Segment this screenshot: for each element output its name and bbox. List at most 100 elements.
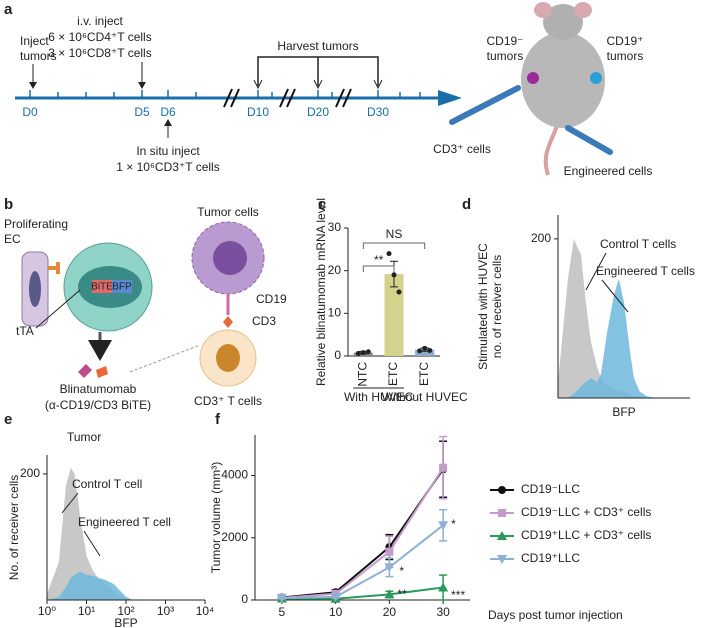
marker bbox=[439, 463, 448, 472]
label: CD3⁺ cells bbox=[433, 142, 491, 156]
marker bbox=[384, 563, 395, 573]
timeline-diagram: Inject tumors i.v. inject 6 × 10⁶CD4⁺T c… bbox=[15, 2, 652, 178]
mouse bbox=[521, 2, 605, 176]
x-axis-label: BFP bbox=[612, 405, 635, 419]
histogram-area bbox=[558, 238, 657, 398]
label: Inject bbox=[20, 34, 49, 48]
connector bbox=[129, 344, 201, 373]
marker bbox=[385, 547, 394, 556]
annotation: ** bbox=[397, 587, 407, 601]
mechanism-diagram: Proliferating EC BiTE BFP tTA Blinatumom… bbox=[4, 205, 287, 412]
timeline-arrow bbox=[438, 90, 462, 106]
panel-label: a bbox=[4, 1, 13, 18]
histogram-area bbox=[558, 278, 657, 398]
panel-label: b bbox=[4, 196, 13, 213]
group-label: With HUVEC bbox=[344, 390, 414, 404]
label: EC bbox=[4, 232, 21, 246]
y-tick-label: 200 bbox=[20, 466, 40, 480]
x-tick-label: 5 bbox=[279, 605, 286, 619]
day-label: D6 bbox=[160, 105, 176, 119]
annotation: NS bbox=[386, 227, 403, 241]
label: i.v. inject bbox=[77, 14, 123, 28]
y-tick-label: 30 bbox=[328, 220, 342, 234]
x-tick-label: 10³ bbox=[157, 604, 174, 618]
series-line bbox=[281, 467, 444, 599]
nucleus bbox=[216, 344, 240, 372]
x-tick-label: 20 bbox=[383, 605, 397, 619]
label: 1 × 10⁶CD3⁺T cells bbox=[116, 160, 219, 174]
data-point bbox=[386, 251, 392, 257]
y-tick-label: 2000 bbox=[221, 530, 248, 544]
x-axis-label: BFP bbox=[114, 616, 137, 628]
panel-label: c bbox=[318, 196, 326, 213]
x-tick-label: 10¹ bbox=[78, 604, 95, 618]
y-tick-label: 20 bbox=[328, 263, 342, 277]
annotation: * bbox=[451, 517, 456, 531]
leader bbox=[83, 530, 101, 557]
syringe bbox=[565, 125, 613, 155]
series-line bbox=[281, 468, 444, 599]
bfp-gene bbox=[112, 280, 132, 293]
leader bbox=[61, 492, 79, 514]
annotation: ** bbox=[374, 253, 384, 267]
nucleus bbox=[213, 241, 247, 275]
series-label: Control T cell bbox=[72, 477, 142, 491]
data-point bbox=[417, 348, 423, 354]
y-axis-label: No. of receiver cells bbox=[7, 475, 21, 580]
label: Harvest tumors bbox=[277, 39, 358, 53]
x-tick-label: 10⁴ bbox=[196, 604, 215, 618]
label: BiTE bbox=[91, 282, 113, 293]
legend-label: CD19⁺LLC + CD3⁺ cells bbox=[521, 528, 651, 542]
x-tick-label: 10² bbox=[117, 604, 134, 618]
legend-label: CD19⁺LLC bbox=[521, 551, 580, 565]
marker bbox=[438, 521, 449, 531]
y-tick-label: 0 bbox=[241, 592, 248, 606]
arrowheads bbox=[253, 79, 383, 90]
label: (α-CD19/CD3 BiTE) bbox=[45, 398, 151, 412]
day-label: D5 bbox=[134, 105, 150, 119]
legend-label: CD19⁻LLC bbox=[521, 482, 580, 496]
marker bbox=[438, 582, 449, 592]
marker bbox=[497, 555, 507, 564]
data-point bbox=[422, 345, 428, 351]
x-tick-label: 10 bbox=[329, 605, 343, 619]
label: tumors bbox=[607, 49, 644, 63]
x-axis-label: Days post tumor injection bbox=[488, 608, 623, 622]
x-tick-label: ETC bbox=[386, 362, 400, 386]
marker bbox=[497, 531, 507, 540]
marker bbox=[330, 592, 341, 602]
bite bbox=[96, 366, 108, 378]
y-tick-label: 200 bbox=[531, 231, 551, 245]
bar bbox=[384, 274, 404, 356]
data-point bbox=[427, 347, 433, 353]
label: Blinatumomab bbox=[60, 382, 137, 396]
label: 3 × 10⁶CD8⁺T cells bbox=[48, 46, 151, 60]
label: CD3 bbox=[252, 314, 276, 328]
marker bbox=[498, 509, 506, 517]
x-tick-label: NTC bbox=[356, 362, 370, 387]
label: CD19⁺ bbox=[606, 34, 643, 48]
bracket bbox=[362, 242, 426, 249]
label: 6 × 10⁶CD4⁺T cells bbox=[48, 30, 151, 44]
data-point bbox=[396, 289, 402, 295]
marker bbox=[384, 589, 395, 599]
x-tick-label: 30 bbox=[436, 605, 450, 619]
annotation: * bbox=[399, 564, 404, 578]
leader bbox=[601, 279, 629, 313]
data-point bbox=[391, 272, 397, 278]
histogram-area bbox=[47, 571, 138, 600]
y-axis-label: Stimulated with HUVEC bbox=[476, 243, 490, 370]
leader bbox=[35, 289, 81, 329]
data-point bbox=[365, 349, 371, 355]
panel-label: d bbox=[462, 196, 471, 213]
bite-bound bbox=[223, 316, 233, 328]
panel-label: f bbox=[215, 411, 221, 428]
receptor bbox=[48, 262, 60, 274]
label: Proliferating bbox=[4, 217, 68, 231]
axis-break bbox=[223, 88, 352, 108]
marker bbox=[498, 486, 506, 494]
day-label: D10 bbox=[247, 105, 269, 119]
y-tick-label: 10 bbox=[328, 306, 342, 320]
day-label: D20 bbox=[307, 105, 329, 119]
